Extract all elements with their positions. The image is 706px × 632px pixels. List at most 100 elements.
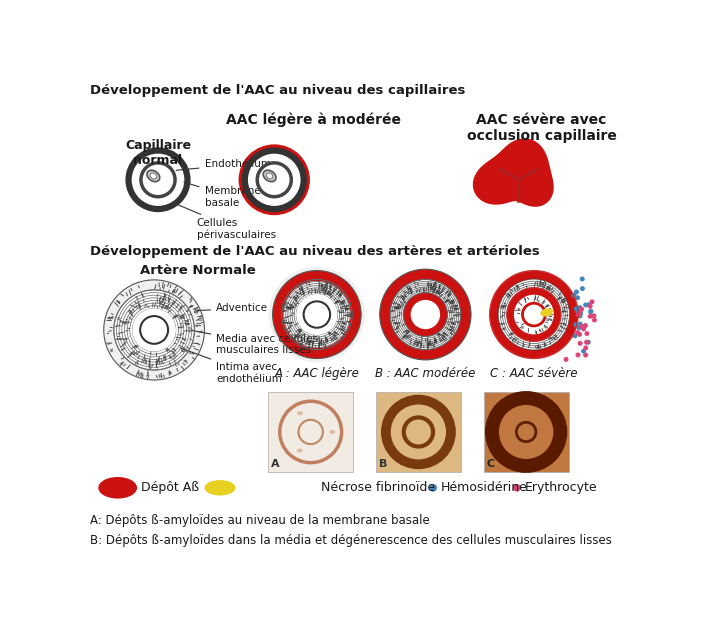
Text: Hémosidérine: Hémosidérine	[441, 482, 528, 494]
Ellipse shape	[540, 308, 553, 317]
Circle shape	[264, 170, 285, 190]
Circle shape	[575, 312, 580, 317]
Circle shape	[585, 331, 590, 336]
Text: Media avec cellules
musculaires lisses: Media avec cellules musculaires lisses	[192, 331, 318, 355]
FancyBboxPatch shape	[484, 392, 569, 472]
Text: Cellules
périvasculaires: Cellules périvasculaires	[176, 204, 276, 241]
Text: AAC sévère avec
occlusion capillaire: AAC sévère avec occlusion capillaire	[467, 112, 616, 143]
Circle shape	[592, 317, 597, 322]
Text: Erythrocyte: Erythrocyte	[525, 482, 597, 494]
Circle shape	[575, 309, 580, 313]
Circle shape	[573, 322, 578, 327]
Circle shape	[239, 144, 310, 216]
Text: Endothélium: Endothélium	[176, 159, 270, 170]
Circle shape	[592, 313, 597, 319]
Circle shape	[404, 417, 433, 447]
Circle shape	[583, 303, 588, 307]
Circle shape	[269, 267, 365, 362]
Circle shape	[283, 281, 351, 348]
Circle shape	[571, 293, 576, 298]
Ellipse shape	[329, 430, 335, 434]
Text: Intima avec
endothélium: Intima avec endothélium	[180, 348, 282, 384]
Text: C : AAC sévère: C : AAC sévère	[490, 367, 578, 380]
Text: Développement de l'AAC au niveau des artères et artérioles: Développement de l'AAC au niveau des art…	[90, 245, 539, 258]
Circle shape	[305, 303, 329, 326]
Circle shape	[246, 152, 302, 207]
Text: AAC légère à modérée: AAC légère à modérée	[225, 112, 400, 127]
Circle shape	[583, 353, 588, 358]
Text: Capillaire
normal: Capillaire normal	[125, 139, 191, 167]
Circle shape	[104, 280, 205, 380]
Circle shape	[577, 332, 582, 337]
Circle shape	[587, 313, 593, 319]
Circle shape	[490, 270, 578, 358]
Circle shape	[133, 308, 176, 351]
Circle shape	[390, 279, 461, 349]
Circle shape	[575, 295, 580, 300]
Circle shape	[583, 345, 588, 350]
Circle shape	[574, 307, 579, 311]
Circle shape	[429, 484, 437, 492]
Ellipse shape	[263, 170, 276, 181]
Circle shape	[521, 302, 546, 327]
Circle shape	[403, 293, 448, 336]
Circle shape	[246, 151, 303, 209]
Circle shape	[573, 333, 578, 338]
Circle shape	[411, 300, 440, 329]
Text: Artère Normale: Artère Normale	[140, 264, 256, 277]
FancyBboxPatch shape	[268, 392, 353, 472]
Text: B: Dépôts ß-amyloïdes dans la média et dégénerescence des cellules musculaires l: B: Dépôts ß-amyloïdes dans la média et d…	[90, 533, 611, 547]
Circle shape	[578, 313, 582, 319]
Circle shape	[129, 151, 186, 209]
Text: Développement de l'AAC au niveau des capillaires: Développement de l'AAC au niveau des cap…	[90, 83, 465, 97]
Ellipse shape	[297, 411, 303, 415]
Circle shape	[575, 309, 581, 314]
Circle shape	[256, 162, 292, 197]
Circle shape	[578, 322, 582, 327]
Circle shape	[583, 323, 588, 328]
Circle shape	[514, 295, 554, 334]
Text: B: B	[379, 459, 388, 470]
Circle shape	[524, 305, 544, 324]
FancyBboxPatch shape	[376, 392, 461, 472]
Circle shape	[581, 326, 586, 331]
Circle shape	[576, 308, 581, 313]
Circle shape	[574, 289, 579, 295]
Circle shape	[575, 353, 580, 358]
Circle shape	[498, 279, 570, 350]
Circle shape	[578, 305, 582, 310]
Text: Dépôt Aß: Dépôt Aß	[141, 482, 199, 494]
Circle shape	[579, 307, 584, 312]
Circle shape	[414, 303, 437, 326]
Circle shape	[114, 290, 194, 370]
Circle shape	[580, 276, 585, 281]
Text: A: Dépôts ß-amyloïdes au niveau de la membrane basale: A: Dépôts ß-amyloïdes au niveau de la me…	[90, 514, 429, 527]
Text: B : AAC modérée: B : AAC modérée	[375, 367, 476, 380]
Circle shape	[273, 270, 361, 358]
Circle shape	[142, 318, 167, 343]
Circle shape	[586, 302, 591, 307]
Circle shape	[380, 269, 471, 360]
Text: Nécrose fibrinoïde: Nécrose fibrinoïde	[321, 482, 435, 494]
Circle shape	[140, 162, 176, 197]
Circle shape	[586, 340, 591, 344]
Circle shape	[581, 349, 586, 354]
Ellipse shape	[266, 173, 273, 179]
Circle shape	[588, 309, 594, 313]
Ellipse shape	[150, 173, 157, 179]
Text: Adventice: Adventice	[197, 303, 268, 313]
Circle shape	[578, 311, 583, 316]
Circle shape	[588, 309, 593, 314]
Ellipse shape	[205, 480, 236, 495]
Circle shape	[575, 330, 580, 335]
Circle shape	[587, 304, 592, 309]
Ellipse shape	[147, 170, 160, 181]
Text: C: C	[486, 459, 495, 470]
Circle shape	[577, 311, 582, 316]
Ellipse shape	[297, 449, 303, 453]
Text: A: A	[271, 459, 280, 470]
Circle shape	[513, 484, 521, 492]
Polygon shape	[474, 139, 553, 206]
Circle shape	[578, 341, 582, 346]
Circle shape	[580, 324, 585, 329]
